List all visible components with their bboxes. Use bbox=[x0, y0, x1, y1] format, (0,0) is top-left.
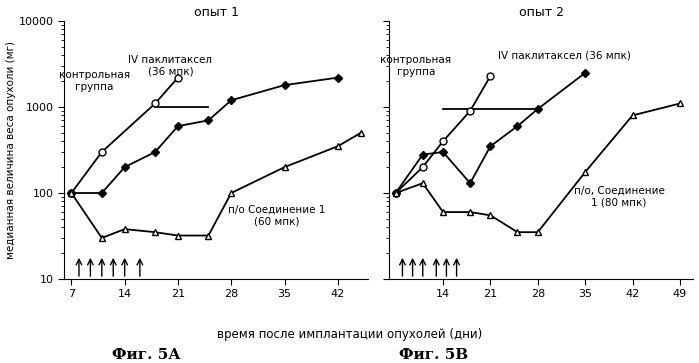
Text: контрольная
группа: контрольная группа bbox=[380, 55, 452, 77]
Text: Фиг. 5В: Фиг. 5В bbox=[398, 348, 468, 362]
Title: опыт 1: опыт 1 bbox=[194, 5, 238, 19]
Text: п/о, Соединение
1 (80 мпк): п/о, Соединение 1 (80 мпк) bbox=[574, 186, 665, 208]
Y-axis label: медианная величина веса опухоли (мг): медианная величина веса опухоли (мг) bbox=[6, 41, 15, 259]
Text: контрольная
группа: контрольная группа bbox=[59, 70, 130, 92]
Title: опыт 2: опыт 2 bbox=[519, 5, 563, 19]
Text: п/о Соединение 1
(60 мпк): п/о Соединение 1 (60 мпк) bbox=[229, 204, 326, 226]
Text: IV паклитаксел (36 мпк): IV паклитаксел (36 мпк) bbox=[498, 50, 631, 60]
Text: Фиг. 5А: Фиг. 5А bbox=[113, 348, 181, 362]
Text: IV паклитаксел
(36 мпк): IV паклитаксел (36 мпк) bbox=[129, 55, 212, 77]
Text: время после имплантации опухолей (дни): время после имплантации опухолей (дни) bbox=[217, 327, 482, 340]
